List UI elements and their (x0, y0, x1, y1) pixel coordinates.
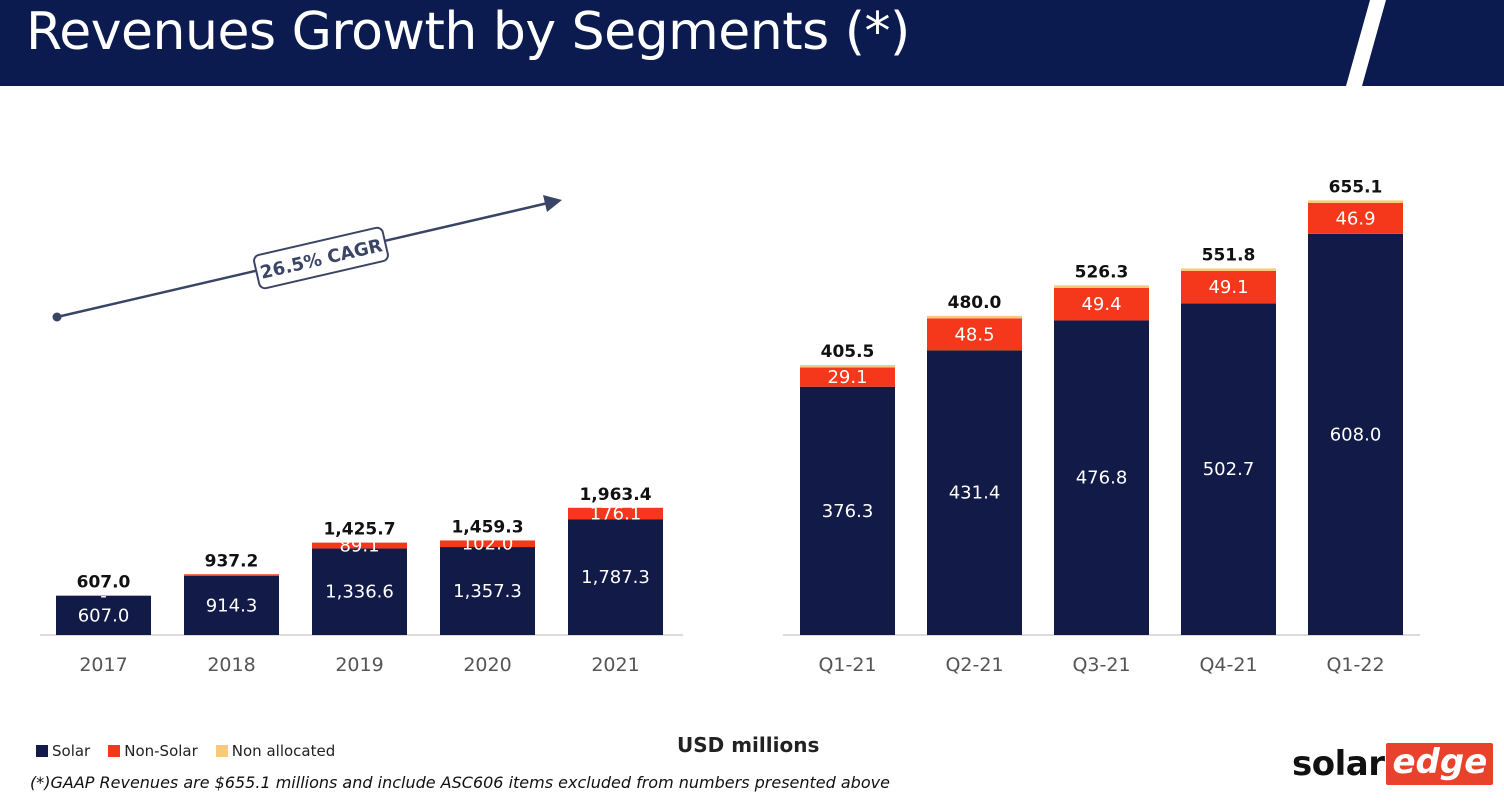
data-label-solar-Q3-21: 476.8 (1076, 468, 1128, 489)
data-label-solar-2020: 1,357.3 (453, 581, 522, 602)
total-label-Q1-22: 655.1 (1329, 177, 1383, 197)
legend-label-solar: Solar (52, 742, 91, 760)
bar-non-solar-Q1-22 (1308, 202, 1403, 234)
data-label-solar-2019: 1,336.6 (325, 582, 394, 603)
legend-item-non-allocated: Non allocated (215, 742, 336, 760)
x-tick-label-Q1-22: Q1-22 (1326, 654, 1384, 676)
x-tick-label-2020: 2020 (463, 654, 511, 676)
bar-solar-Q2-21 (927, 350, 1022, 635)
x-tick-label-2019: 2019 (335, 654, 383, 676)
data-label-non-solar-2021: 176.1 (590, 503, 642, 524)
legend-swatch-solar (36, 745, 48, 757)
data-label-solar-Q1-21: 376.3 (822, 501, 874, 522)
total-label-Q1-21: 405.5 (821, 342, 875, 362)
total-label-2018: 937.2 (205, 551, 259, 571)
bar-non-allocated-Q3-21 (1054, 285, 1149, 288)
bar-non-solar-Q2-21 (927, 318, 1022, 351)
bar-solar-2018 (184, 575, 279, 635)
total-label-Q4-21: 551.8 (1202, 245, 1256, 265)
x-tick-label-Q3-21: Q3-21 (1072, 654, 1130, 676)
legend-label-non-allocated: Non allocated (231, 742, 336, 760)
total-label-Q3-21: 526.3 (1075, 262, 1129, 282)
logo-text-solar: solar (1292, 744, 1385, 784)
bar-non-solar-Q1-21 (800, 367, 895, 387)
bar-solar-Q1-22 (1308, 233, 1403, 635)
legend-swatch-non-allocated (215, 745, 228, 757)
bar-non-allocated-Q2-21 (927, 315, 1022, 319)
legend-item-solar: Solar (36, 742, 90, 760)
page-title: Revenues Growth by Segments (*) (26, 2, 910, 62)
revenue-charts: 607.0-607.0 2017 914.3 937.2 2018 1,336.6 89.1… (40, 177, 1420, 676)
bar-solar-Q4-21 (1181, 303, 1276, 635)
title-banner: Revenues Growth by Segments (*) (0, 0, 1504, 86)
data-label-solar-Q1-22: 608.0 (1330, 424, 1382, 445)
chart-legend: Solar Non-Solar Non allocated (36, 742, 335, 760)
bar-non-solar-2021 (568, 507, 663, 520)
data-label-solar-2018: 914.3 (206, 595, 258, 616)
company-logo: solar edge (1292, 742, 1494, 786)
total-label-Q2-21: 480.0 (948, 293, 1002, 313)
bar-non-allocated-Q4-21 (1181, 268, 1276, 271)
cagr-annotation-box (253, 226, 389, 290)
total-label-2019: 1,425.7 (323, 520, 395, 540)
data-label-solar-2017: 607.0 (78, 605, 130, 626)
data-label-non-solar-2017: - (100, 586, 107, 607)
total-label-2017: 607.0 (77, 573, 131, 593)
data-label-solar-Q4-21: 502.7 (1203, 459, 1255, 480)
x-tick-label-Q1-21: Q1-21 (818, 654, 876, 676)
total-label-2020: 1,459.3 (451, 517, 523, 537)
bar-non-allocated-Q1-21 (800, 365, 895, 368)
x-tick-label-2017: 2017 (79, 654, 127, 676)
bar-solar-2020 (440, 547, 535, 635)
bar-non-solar-Q3-21 (1054, 287, 1149, 321)
units-label: USD millions (677, 733, 820, 757)
data-label-non-solar-Q1-21: 29.1 (827, 367, 867, 388)
bar-non-solar-Q4-21 (1181, 270, 1276, 304)
cagr-arrow-head (543, 195, 562, 212)
legend-item-non-solar: Non-Solar (108, 742, 198, 760)
x-tick-label-Q4-21: Q4-21 (1199, 654, 1257, 676)
banner-slash-decoration (1346, 0, 1386, 86)
data-label-non-solar-2020: 102.0 (462, 534, 514, 555)
legend-swatch-non-solar (108, 745, 121, 757)
data-label-non-solar-Q3-21: 49.4 (1081, 294, 1121, 315)
x-tick-label-2021: 2021 (591, 654, 639, 676)
logo-text-edge: edge (1386, 743, 1494, 785)
bar-solar-2017 (56, 595, 151, 635)
data-label-solar-2021: 1,787.3 (581, 567, 650, 588)
x-tick-label-Q2-21: Q2-21 (945, 654, 1003, 676)
data-label-non-solar-Q2-21: 48.5 (954, 324, 994, 345)
footnote: (*)GAAP Revenues are $655.1 millions and… (30, 773, 890, 792)
cagr-arrow-start-dot (52, 312, 62, 322)
bar-solar-2021 (568, 519, 663, 635)
data-label-non-solar-2019: 89.1 (339, 536, 379, 557)
bar-non-solar-2020 (440, 540, 535, 548)
data-label-non-solar-Q1-22: 46.9 (1335, 208, 1375, 229)
bar-non-solar-2019 (312, 542, 407, 549)
bar-solar-Q1-21 (800, 386, 895, 635)
cagr-annotation: 26.5% CAGR (253, 226, 389, 290)
data-label-non-solar-Q4-21: 49.1 (1208, 277, 1248, 298)
bar-non-allocated-Q1-22 (1308, 200, 1403, 203)
bar-solar-2019 (312, 548, 407, 635)
x-tick-label-2018: 2018 (207, 654, 255, 676)
bar-solar-Q3-21 (1054, 320, 1149, 635)
total-label-2021: 1,963.4 (579, 485, 651, 505)
bar-non-solar-2018 (184, 574, 279, 576)
data-label-solar-Q2-21: 431.4 (949, 483, 1001, 504)
legend-label-non-solar: Non-Solar (124, 742, 198, 760)
